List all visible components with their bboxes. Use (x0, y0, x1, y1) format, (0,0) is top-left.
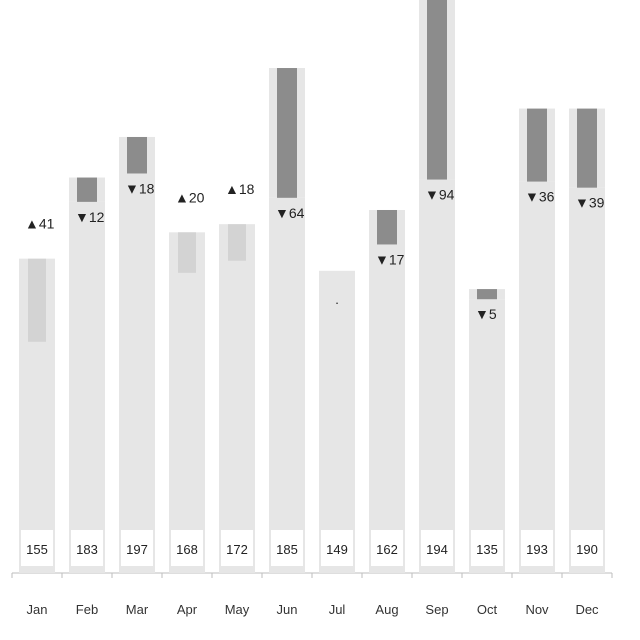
change-label: ▲41 (25, 216, 55, 232)
value-label: 135 (476, 542, 498, 557)
value-box (121, 530, 153, 566)
change-label: ▼39 (575, 195, 605, 211)
value-bar (319, 270, 355, 573)
change-label: ▼17 (375, 251, 405, 267)
x-tick-label: Jun (277, 602, 298, 617)
change-label: ▼94 (425, 187, 455, 203)
value-label: 185 (276, 542, 298, 557)
value-bar (169, 232, 205, 573)
value-box (421, 530, 453, 566)
decrease-segment (477, 289, 497, 300)
value-box (271, 530, 303, 566)
value-label: 162 (376, 542, 398, 557)
increase-segment (28, 258, 46, 342)
value-box (171, 530, 203, 566)
value-label: 183 (76, 542, 98, 557)
decrease-segment (577, 108, 597, 188)
decrease-segment (527, 108, 547, 182)
change-label: ▼18 (125, 180, 155, 196)
decrease-segment (377, 209, 397, 245)
decrease-segment (77, 177, 97, 202)
value-bar (469, 299, 505, 573)
value-bar (69, 201, 105, 573)
increase-segment (228, 224, 246, 261)
x-tick-label: Sep (425, 602, 448, 617)
value-bar (269, 197, 305, 573)
value-box (571, 530, 603, 566)
value-box (471, 530, 503, 566)
x-tick-label: May (225, 602, 250, 617)
value-box (21, 530, 53, 566)
change-label: ▼36 (525, 189, 555, 205)
x-tick-label: Jul (329, 602, 346, 617)
x-tick-label: Feb (76, 602, 98, 617)
change-label: ▼64 (275, 205, 305, 221)
value-bar (369, 244, 405, 574)
value-bar (569, 187, 605, 573)
x-tick-label: Nov (525, 602, 549, 617)
decrease-segment (277, 68, 297, 198)
value-box (521, 530, 553, 566)
value-box (321, 530, 353, 566)
value-label: 168 (176, 542, 198, 557)
value-bar (519, 181, 555, 573)
value-box (71, 530, 103, 566)
change-label: ▲20 (175, 189, 205, 205)
x-tick-label: Oct (477, 602, 498, 617)
x-tick-label: Mar (126, 602, 149, 617)
value-bar (219, 224, 255, 573)
value-label: 193 (526, 542, 548, 557)
x-tick-label: Dec (575, 602, 599, 617)
value-box (371, 530, 403, 566)
change-label: ▼5 (475, 306, 497, 322)
value-label: 194 (426, 542, 448, 557)
x-tick-label: Apr (177, 602, 198, 617)
value-label: 172 (226, 542, 248, 557)
value-label: 190 (576, 542, 598, 557)
decrease-segment (427, 0, 447, 180)
change-label: ▼12 (75, 209, 105, 225)
decrease-segment (127, 136, 147, 174)
change-label: ▲18 (225, 181, 255, 197)
value-label: 155 (26, 542, 48, 557)
increase-segment (178, 232, 196, 273)
value-label: 149 (326, 542, 348, 557)
value-label: 197 (126, 542, 148, 557)
value-bar (119, 173, 155, 573)
value-box (221, 530, 253, 566)
x-tick-label: Jan (27, 602, 48, 617)
x-tick-label: Aug (375, 602, 398, 617)
value-bar (419, 179, 455, 573)
no-change-marker: · (335, 295, 339, 310)
